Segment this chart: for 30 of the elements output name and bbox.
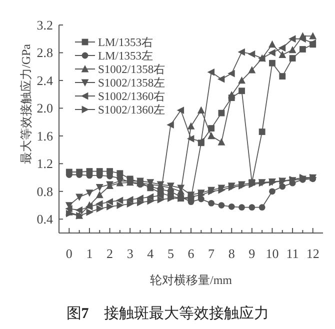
y-tick-label: 1.6 [36,128,54,144]
x-tick-label: 7 [208,246,216,261]
x-tick-label: 12 [306,246,320,261]
legend-label: LM/1353左 [98,50,154,62]
legend-label: LM/1353右 [98,36,154,49]
x-tick-label: 8 [228,246,235,261]
x-tick-label: 4 [147,246,154,261]
x-tick-label: 0 [66,246,72,261]
text: 图7 接触斑最大等效接触应力 [66,305,269,322]
x-tick-label: 3 [126,246,134,261]
legend-label: S1002/1358左 [98,76,166,90]
x-tick-label: 2 [106,246,114,261]
x-tick-label: 10 [266,246,279,261]
x-tick-label: 5 [167,246,174,261]
y-tick-label: 2.8 [36,45,53,60]
legend-label: S1002/1358右 [98,63,166,76]
x-tick-label: 11 [286,246,299,261]
y-tick-label: 2.0 [36,100,53,116]
y-tick-label: 0.4 [36,212,54,227]
y-tick-label: 1.2 [36,156,53,172]
x-tick-label: 9 [248,246,256,261]
legend-label: S1002/1360左 [98,104,166,116]
legend-label: S1002/1360右 [98,90,166,103]
y-axis-title: 最大等效接触应力/GPa [19,43,33,164]
y-tick-label: 3.2 [36,18,53,32]
x-tick-label: 6 [188,246,195,261]
x-axis-title: 轮对横移量/mm [150,273,233,287]
y-tick-label: 0.8 [36,184,53,199]
x-tick-label: 1 [86,246,93,261]
y-tick-label: 2.4 [36,72,54,88]
